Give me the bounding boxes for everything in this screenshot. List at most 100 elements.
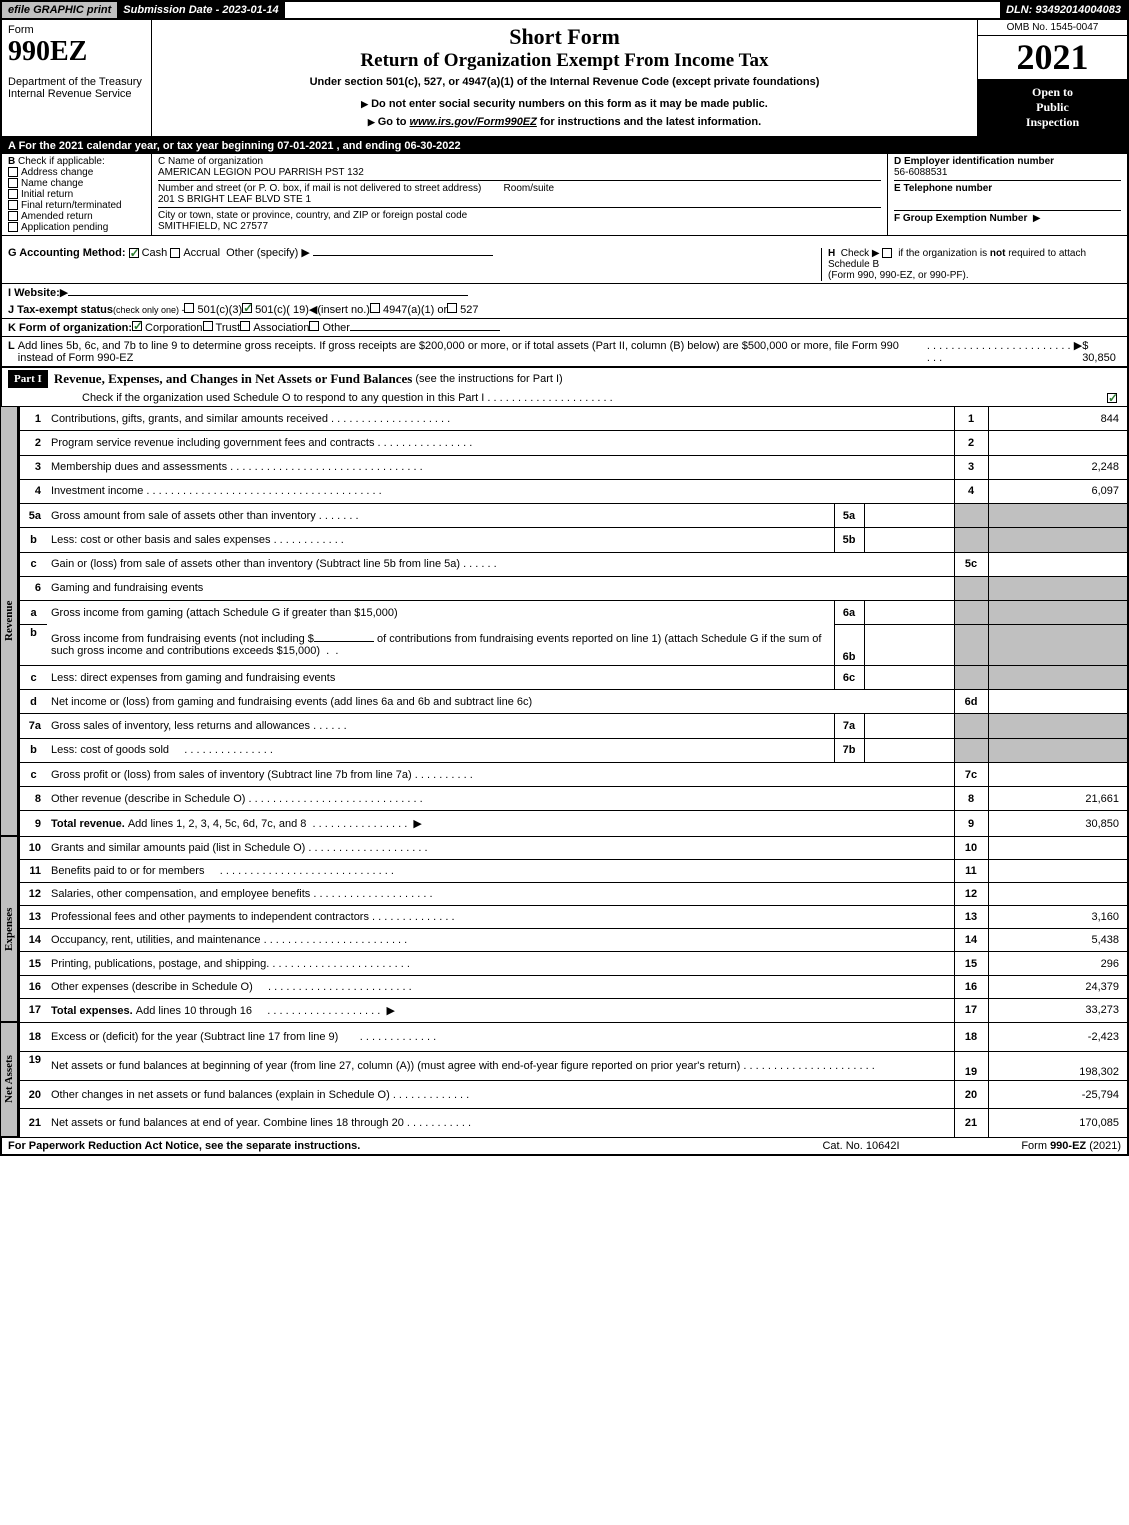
row-gh: G Accounting Method: Cash Accrual Other …: [0, 236, 1129, 284]
checkbox-corp[interactable]: [132, 321, 142, 331]
checkbox-trust[interactable]: [203, 321, 213, 331]
table-row: 6Gaming and fundraising events: [19, 576, 1128, 600]
checkbox-initial-return[interactable]: [8, 189, 18, 199]
table-row: aGross income from gaming (attach Schedu…: [19, 601, 1128, 625]
part1-header-row: Part I Revenue, Expenses, and Changes in…: [0, 367, 1129, 390]
header-left: Form 990EZ Department of the Treasury In…: [2, 20, 152, 136]
table-row: 15Printing, publications, postage, and s…: [19, 952, 1128, 975]
expenses-section: Expenses 10Grants and similar amounts pa…: [0, 836, 1129, 1022]
top-bar: efile GRAPHIC print Submission Date - 20…: [0, 0, 1129, 20]
city-row: City or town, state or province, country…: [158, 207, 881, 232]
subtitle: Under section 501(c), 527, or 4947(a)(1)…: [156, 76, 973, 88]
form-ref: Form 990-EZ (2021): [961, 1140, 1121, 1152]
checkbox-schedule-o[interactable]: [1107, 393, 1117, 403]
box-b: B Check if applicable: Address change Na…: [2, 154, 152, 235]
c-label: C Name of organization: [158, 156, 881, 167]
part1-badge: Part I: [8, 370, 48, 388]
table-row: 10Grants and similar amounts paid (list …: [19, 837, 1128, 860]
f-label: F Group Exemption Number ▶: [894, 210, 1121, 224]
table-row: 8Other revenue (describe in Schedule O) …: [19, 787, 1128, 811]
form-header: Form 990EZ Department of the Treasury In…: [0, 20, 1129, 138]
omb-number: OMB No. 1545-0047: [978, 20, 1127, 36]
submission-date: Submission Date - 2023-01-14: [117, 2, 284, 18]
checkbox-527[interactable]: [447, 303, 457, 313]
revenue-vlabel: Revenue: [0, 406, 18, 836]
table-row: 4Investment income . . . . . . . . . . .…: [19, 479, 1128, 503]
e-label: E Telephone number: [894, 180, 1121, 194]
section-bcde: B Check if applicable: Address change Na…: [0, 154, 1129, 236]
website-input[interactable]: [68, 295, 468, 296]
part1-title: Revenue, Expenses, and Changes in Net As…: [54, 371, 412, 387]
table-row: bGross income from fundraising events (n…: [19, 625, 1128, 666]
note-ssn: Do not enter social security numbers on …: [156, 98, 973, 110]
irs-label: Internal Revenue Service: [8, 88, 145, 100]
table-row: 17Total expenses. Add lines 10 through 1…: [19, 998, 1128, 1022]
netassets-vlabel: Net Assets: [0, 1022, 18, 1137]
row-l: L Add lines 5b, 6c, and 7b to line 9 to …: [0, 337, 1129, 367]
checkbox-address-change[interactable]: [8, 167, 18, 177]
row-i: I Website: ▶: [0, 284, 1129, 301]
addr-row: Number and street (or P. O. box, if mail…: [158, 180, 881, 205]
checkbox-cash[interactable]: [129, 248, 139, 258]
header-right: OMB No. 1545-0047 2021 Open toPublicInsp…: [977, 20, 1127, 136]
table-row: cLess: direct expenses from gaming and f…: [19, 665, 1128, 689]
table-row: 9Total revenue. Add lines 1, 2, 3, 4, 5c…: [19, 811, 1128, 836]
irs-link[interactable]: www.irs.gov/Form990EZ: [410, 116, 537, 128]
revenue-section: Revenue 1Contributions, gifts, grants, a…: [0, 406, 1129, 836]
section-a: A For the 2021 calendar year, or tax yea…: [0, 138, 1129, 154]
table-row: 20Other changes in net assets or fund ba…: [19, 1080, 1128, 1109]
checkbox-name-change[interactable]: [8, 178, 18, 188]
efile-label: efile GRAPHIC print: [2, 2, 117, 18]
street-address: 201 S BRIGHT LEAF BLVD STE 1: [158, 194, 311, 205]
table-row: 3Membership dues and assessments . . . .…: [19, 455, 1128, 479]
checkbox-accrual[interactable]: [170, 248, 180, 258]
ein: 56-6088531: [894, 167, 1121, 178]
tax-year: 2021: [978, 36, 1127, 78]
table-row: cGross profit or (loss) from sales of in…: [19, 762, 1128, 786]
checkbox-schedule-b[interactable]: [882, 248, 892, 258]
dept-label: Department of the Treasury: [8, 76, 145, 88]
cat-number: Cat. No. 10642I: [761, 1140, 961, 1152]
footer: For Paperwork Reduction Act Notice, see …: [0, 1137, 1129, 1156]
table-row: 12Salaries, other compensation, and empl…: [19, 883, 1128, 906]
box-de: D Employer identification number 56-6088…: [887, 154, 1127, 235]
table-row: 16Other expenses (describe in Schedule O…: [19, 975, 1128, 998]
header-mid: Short Form Return of Organization Exempt…: [152, 20, 977, 136]
checkbox-501c3[interactable]: [184, 303, 194, 313]
dln-label: DLN: 93492014004083: [1000, 2, 1127, 18]
revenue-table: 1Contributions, gifts, grants, and simil…: [18, 406, 1129, 836]
box-c: C Name of organization AMERICAN LEGION P…: [152, 154, 887, 235]
row-k: K Form of organization: Corporation Trus…: [0, 319, 1129, 337]
part1-check-row: Check if the organization used Schedule …: [0, 390, 1129, 406]
form-number: 990EZ: [8, 36, 145, 68]
return-title: Return of Organization Exempt From Incom…: [156, 50, 973, 72]
checkbox-amended[interactable]: [8, 211, 18, 221]
netassets-section: Net Assets 18Excess or (deficit) for the…: [0, 1022, 1129, 1137]
table-row: cGain or (loss) from sale of assets othe…: [19, 552, 1128, 576]
checkbox-final-return[interactable]: [8, 200, 18, 210]
table-row: 14Occupancy, rent, utilities, and mainte…: [19, 929, 1128, 952]
paperwork-notice: For Paperwork Reduction Act Notice, see …: [8, 1140, 761, 1152]
checkbox-assoc[interactable]: [240, 321, 250, 331]
d-label: D Employer identification number: [894, 156, 1121, 167]
expenses-table: 10Grants and similar amounts paid (list …: [18, 836, 1129, 1022]
checkbox-4947[interactable]: [370, 303, 380, 313]
table-row: 11Benefits paid to or for members . . . …: [19, 860, 1128, 883]
checkbox-501c[interactable]: [242, 303, 252, 313]
note-goto: Go to www.irs.gov/Form990EZ for instruct…: [156, 116, 973, 128]
checkbox-other-org[interactable]: [309, 321, 319, 331]
open-public: Open toPublicInspection: [978, 78, 1127, 136]
table-row: 21Net assets or fund balances at end of …: [19, 1109, 1128, 1137]
table-row: bLess: cost or other basis and sales exp…: [19, 528, 1128, 552]
table-row: dNet income or (loss) from gaming and fu…: [19, 690, 1128, 714]
table-row: 19Net assets or fund balances at beginni…: [19, 1051, 1128, 1080]
row-h: H Check ▶ if the organization is not req…: [821, 248, 1121, 281]
row-j: J Tax-exempt status (check only one) - 5…: [0, 301, 1129, 319]
short-form-title: Short Form: [156, 24, 973, 50]
checkbox-pending[interactable]: [8, 222, 18, 232]
org-name: AMERICAN LEGION POU PARRISH PST 132: [158, 167, 881, 178]
city-state-zip: SMITHFIELD, NC 27577: [158, 221, 268, 232]
expenses-vlabel: Expenses: [0, 836, 18, 1022]
table-row: 2Program service revenue including gover…: [19, 431, 1128, 455]
table-row: 5aGross amount from sale of assets other…: [19, 504, 1128, 528]
